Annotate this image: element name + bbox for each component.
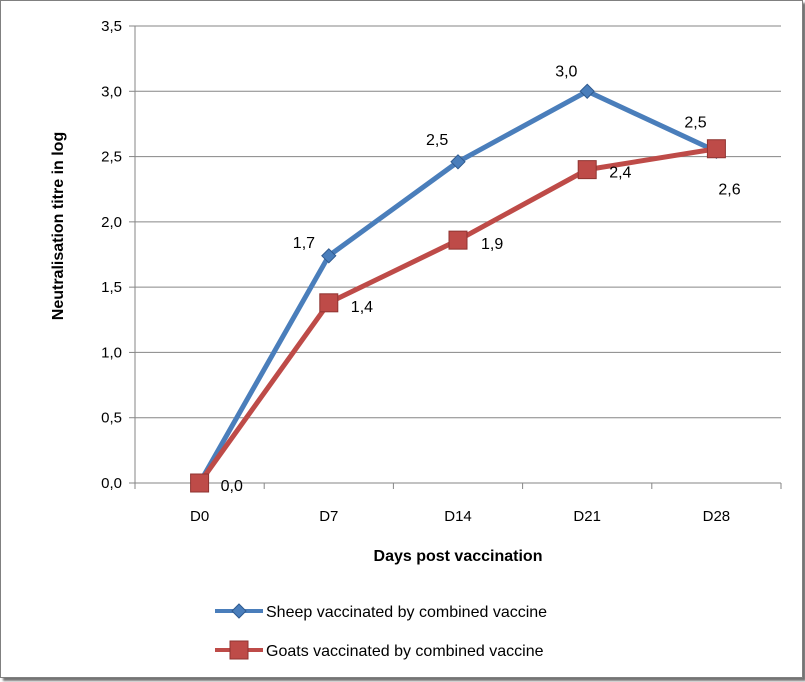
data-point — [450, 154, 466, 170]
data-point — [448, 230, 468, 250]
x-tick-label: D28 — [703, 508, 731, 525]
y-tick-labels: 0,0 0,5 1,0 1,5 2,0 2,5 3,0 3,5 — [101, 18, 122, 492]
legend-item: Sheep vaccinated by combined vaccine — [215, 603, 547, 621]
y-tick-label: 0,0 — [101, 475, 122, 492]
y-tick-label: 3,5 — [101, 18, 122, 35]
data-label: 1,4 — [351, 299, 373, 316]
data-point — [190, 473, 210, 493]
y-tick-label: 2,5 — [101, 149, 122, 166]
series-goats — [190, 139, 726, 493]
y-tick-label: 2,0 — [101, 214, 122, 231]
legend-marker — [231, 603, 247, 619]
data-labels: 1,7 2,5 3,0 2,5 0,0 1,4 1,9 2,4 2,6 — [221, 63, 741, 495]
x-tick-label: D0 — [190, 508, 209, 525]
data-point — [706, 139, 726, 159]
data-label: 1,9 — [481, 236, 503, 253]
series-line — [197, 146, 719, 486]
y-tick-label: 1,5 — [101, 279, 122, 296]
axes — [134, 26, 782, 489]
data-label: 2,6 — [718, 182, 740, 199]
data-label: 3,0 — [555, 63, 577, 80]
series — [190, 83, 726, 493]
x-tick-label: D14 — [444, 508, 472, 525]
x-tick-labels: D0 D7 D14 D21 D28 — [190, 508, 730, 525]
x-tick-label: D7 — [319, 508, 338, 525]
y-tick-label: 0,5 — [101, 410, 122, 427]
x-tick-label: D21 — [573, 508, 601, 525]
legend-label: Sheep vaccinated by combined vaccine — [266, 604, 547, 621]
legend-label: Goats vaccinated by combined vaccine — [266, 643, 544, 660]
x-axis-title: Days post vaccination — [374, 548, 543, 565]
data-point — [579, 83, 595, 99]
legend: Sheep vaccinated by combined vaccine Goat… — [215, 603, 547, 660]
y-axis-title: Neutralisation titre in log — [50, 132, 67, 320]
gridlines — [129, 25, 781, 484]
y-tick-label: 3,0 — [101, 83, 122, 100]
data-label: 0,0 — [221, 478, 243, 495]
y-tick-label: 1,0 — [101, 344, 122, 361]
data-point — [319, 293, 339, 313]
legend-item: Goats vaccinated by combined vaccine — [215, 640, 544, 660]
data-point — [321, 248, 337, 264]
data-label: 1,7 — [293, 235, 315, 252]
data-label: 2,5 — [426, 132, 448, 149]
data-point — [577, 160, 597, 180]
data-label: 2,5 — [684, 114, 706, 131]
legend-marker — [229, 640, 249, 660]
data-label: 2,4 — [609, 165, 631, 182]
